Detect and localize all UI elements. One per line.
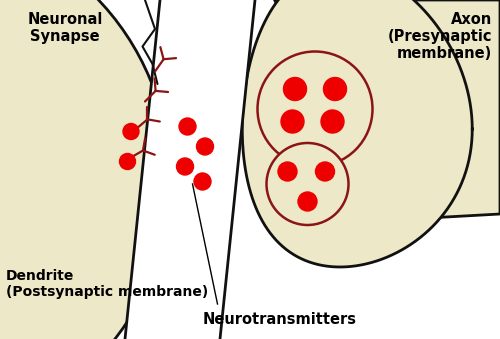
Polygon shape <box>275 0 500 219</box>
Text: Neurotransmitters: Neurotransmitters <box>203 313 357 327</box>
Text: Neuronal
Synapse: Neuronal Synapse <box>28 12 102 44</box>
Text: Dendrite
(Postsynaptic membrane): Dendrite (Postsynaptic membrane) <box>6 269 208 299</box>
Circle shape <box>176 158 194 175</box>
Circle shape <box>196 138 214 155</box>
Circle shape <box>194 173 211 190</box>
Circle shape <box>298 192 317 211</box>
Circle shape <box>179 118 196 135</box>
Polygon shape <box>242 0 472 267</box>
Circle shape <box>266 143 348 225</box>
Text: Axon
(Presynaptic
membrane): Axon (Presynaptic membrane) <box>388 12 492 61</box>
Circle shape <box>284 78 306 100</box>
Circle shape <box>281 110 304 133</box>
Circle shape <box>321 110 344 133</box>
Polygon shape <box>125 0 255 339</box>
Circle shape <box>324 78 346 100</box>
Circle shape <box>0 0 170 339</box>
Circle shape <box>278 162 297 181</box>
Circle shape <box>316 162 334 181</box>
Circle shape <box>123 123 139 140</box>
Circle shape <box>120 154 136 170</box>
Circle shape <box>258 52 372 166</box>
